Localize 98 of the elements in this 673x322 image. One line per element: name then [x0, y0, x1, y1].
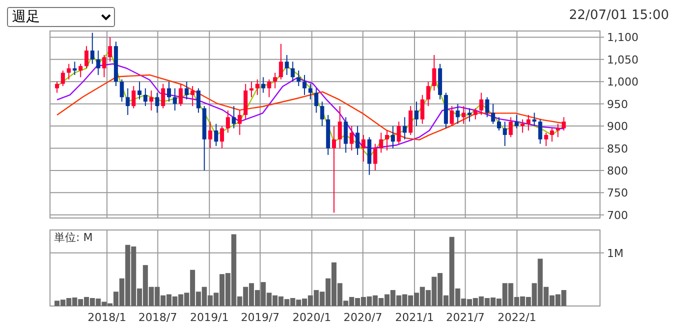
y-tick-label: 900 — [607, 120, 628, 134]
candlestick — [432, 54, 436, 92]
candlestick — [108, 36, 112, 62]
candlestick — [526, 114, 530, 131]
candlestick — [232, 106, 236, 129]
candlestick — [132, 86, 136, 109]
candlestick — [550, 128, 554, 142]
y-tick-label: 1,050 — [607, 53, 638, 66]
candlestick — [414, 101, 418, 127]
y-tick-label: 1,100 — [607, 31, 638, 44]
candlestick — [172, 88, 177, 112]
candlestick — [350, 126, 354, 151]
candlestick — [166, 81, 171, 102]
candlestick — [485, 96, 490, 118]
candlestick — [473, 108, 478, 120]
x-tick-label: 2022/1 — [498, 311, 536, 322]
candlestick — [161, 83, 166, 109]
y-tick-label: 1M — [607, 246, 624, 260]
y-tick-label: 750 — [607, 186, 628, 200]
candlestick — [273, 72, 278, 89]
y-tick-label: 800 — [607, 164, 628, 178]
candlestick — [155, 92, 160, 114]
candlestick — [149, 90, 154, 112]
x-tick-label: 2018/7 — [138, 311, 178, 322]
candlestick — [226, 110, 230, 134]
x-tick-label: 2019/7 — [240, 311, 280, 322]
candlestick — [390, 126, 395, 149]
x-tick-label: 2020/1 — [292, 311, 332, 322]
candlestick — [308, 83, 312, 100]
candlestick — [78, 63, 83, 78]
candlestick — [479, 92, 484, 116]
candlestick — [402, 116, 407, 140]
candlestick — [314, 88, 318, 114]
y-tick-label: 1,000 — [607, 76, 638, 89]
candlestick — [238, 110, 242, 136]
candlestick — [496, 116, 501, 131]
candlestick — [255, 78, 260, 96]
candlestick — [302, 74, 307, 96]
candlestick — [396, 121, 401, 144]
candlestick — [120, 78, 124, 102]
candlestick — [96, 50, 100, 76]
text: 22/07/01 15:00 — [569, 8, 669, 23]
text: 週足 — [7, 7, 115, 27]
x-tick-label: 2018/1 — [88, 311, 126, 322]
candlestick — [90, 32, 94, 64]
candlestick — [196, 88, 200, 114]
candlestick — [420, 94, 424, 124]
candlestick — [220, 126, 224, 149]
candlestick — [138, 81, 142, 100]
candlestick — [491, 103, 496, 124]
candlestick — [544, 132, 548, 147]
candlestick — [290, 61, 295, 82]
candlestick — [190, 86, 195, 107]
candlestick — [214, 123, 218, 147]
candlestick — [462, 106, 466, 124]
candlestick — [208, 121, 212, 149]
candlestick — [184, 81, 189, 100]
x-tick-label: 2019/1 — [190, 311, 229, 322]
candlestick — [338, 106, 342, 149]
candlestick — [178, 83, 183, 107]
candlestick — [55, 81, 60, 94]
line-series — [56, 74, 565, 140]
candlestick — [267, 78, 272, 98]
x-tick-label: 2021/7 — [446, 311, 485, 322]
candlestick — [84, 46, 88, 69]
candlestick — [408, 106, 413, 136]
candlestick — [538, 118, 542, 144]
candlestick — [450, 106, 454, 127]
candlestick — [284, 54, 289, 76]
y-axis-title: 単位: M — [54, 231, 93, 244]
candlestick — [508, 116, 513, 138]
candlestick — [361, 134, 366, 162]
candlestick — [344, 116, 348, 154]
y-tick-label: 850 — [607, 142, 628, 156]
candlestick — [143, 88, 148, 107]
candlestick — [468, 108, 472, 122]
y-tick-label: 950 — [607, 98, 628, 111]
candlestick — [296, 70, 301, 87]
candlestick — [261, 76, 266, 94]
candlestick — [385, 130, 390, 151]
y-tick-label: 700 — [607, 208, 628, 222]
candlestick — [66, 63, 71, 80]
candlestick — [514, 114, 519, 129]
candlestick — [278, 43, 283, 80]
candlestick — [60, 70, 65, 87]
candlestick — [126, 88, 130, 116]
candlestick — [320, 101, 324, 127]
candlestick — [332, 126, 336, 214]
candlestick — [373, 143, 378, 171]
candlestick — [379, 132, 384, 154]
x-tick-label: 2020/7 — [344, 311, 382, 322]
candlestick — [456, 103, 460, 124]
candlestick — [356, 126, 360, 156]
candlestick — [562, 116, 566, 131]
candlestick — [426, 81, 430, 107]
x-tick-label: 2021/1 — [395, 311, 434, 322]
candlestick — [502, 121, 507, 147]
candlestick — [102, 54, 106, 78]
